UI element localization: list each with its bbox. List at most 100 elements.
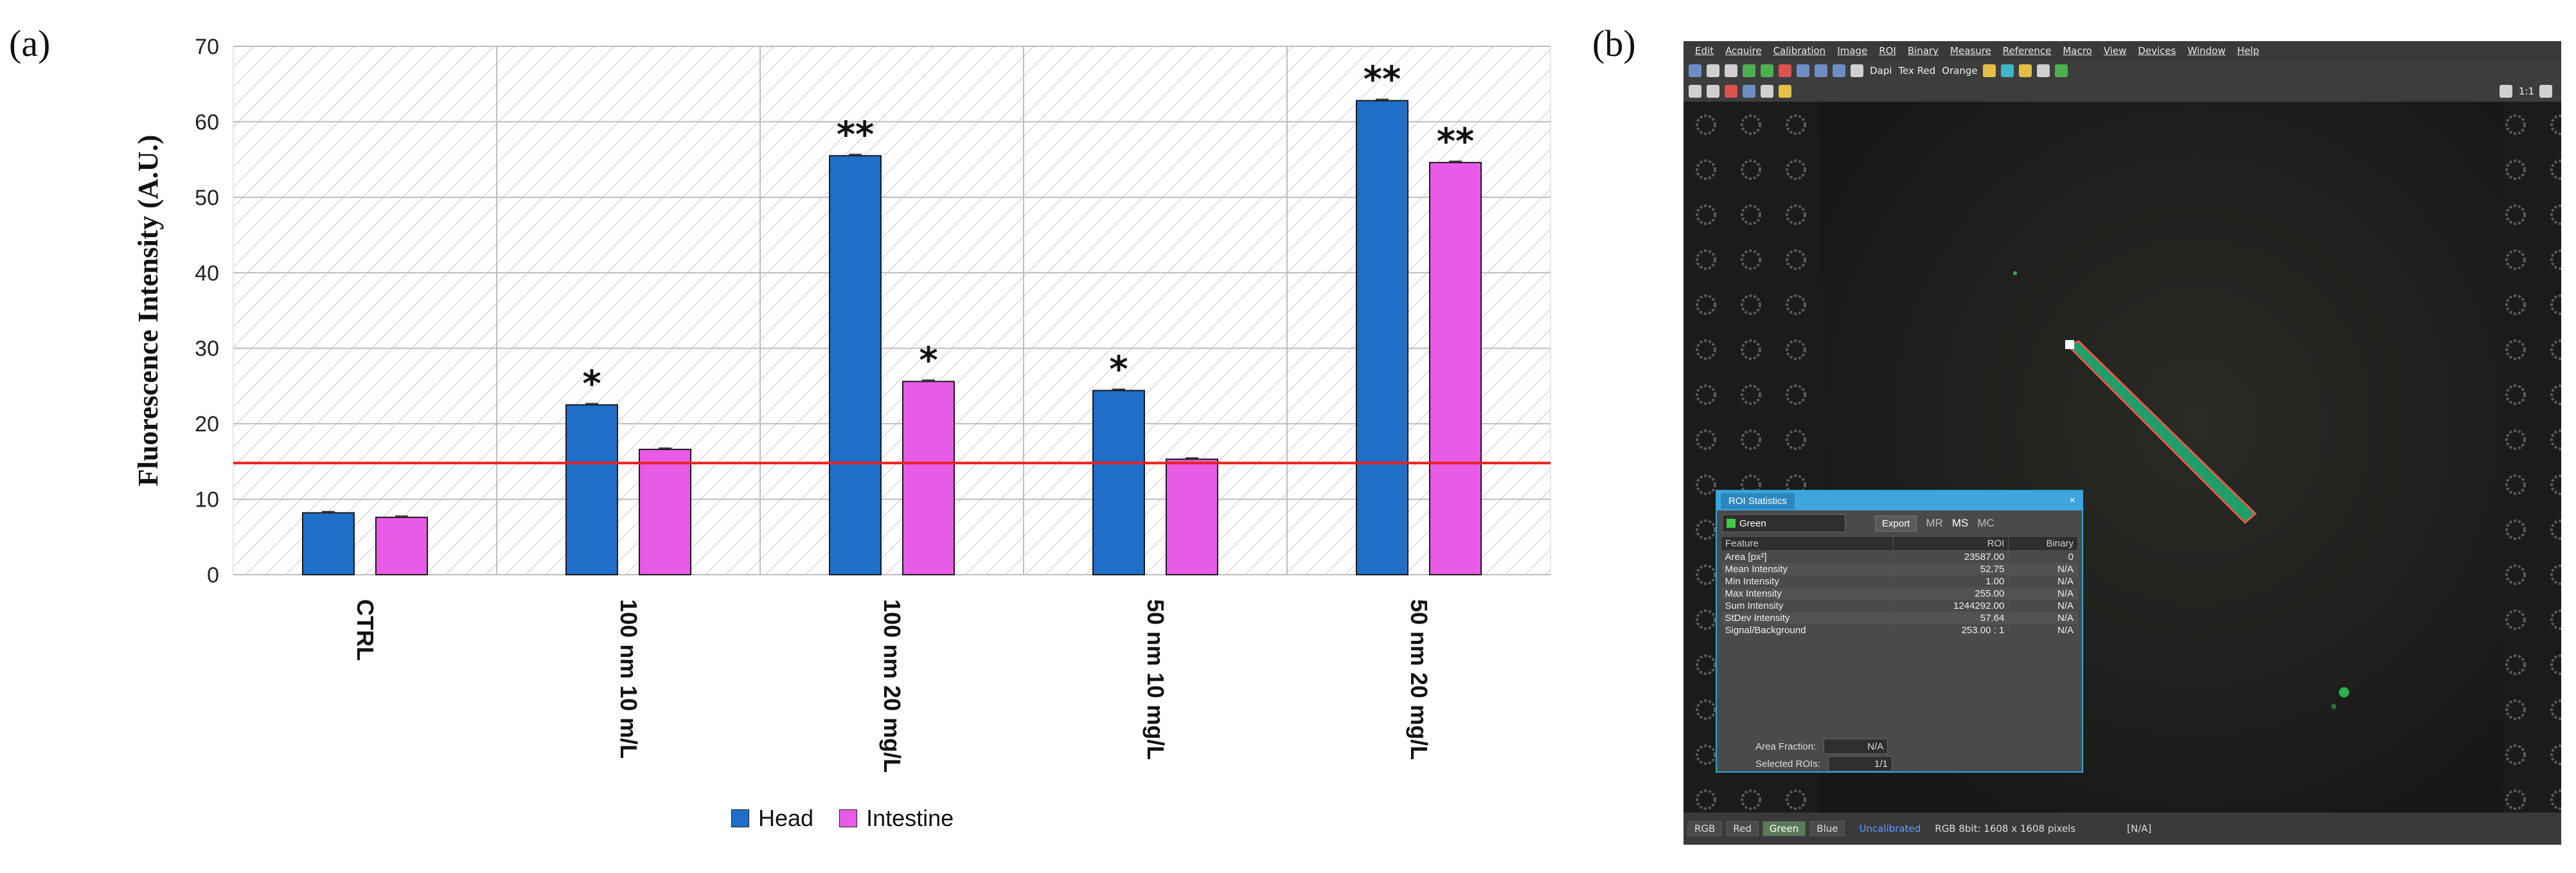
menu-item-edit[interactable]: Edit [1695, 45, 1714, 57]
cell-roi: 1244292.00 [1893, 600, 2009, 612]
fluorescent-spot-small [2331, 704, 2336, 709]
legend-label-intestine: Intestine [866, 805, 954, 831]
mr-button[interactable]: MR [1926, 517, 1943, 529]
live-icon[interactable] [1761, 64, 1773, 77]
menu-item-calibration[interactable]: Calibration [1773, 45, 1826, 57]
folder-icon[interactable] [1982, 64, 1996, 77]
measure-tool-icon[interactable] [1761, 85, 1773, 98]
legend-item-intestine: Intestine [839, 805, 954, 832]
toolbar-top: Dapi Tex Red Orange [1683, 60, 2561, 81]
mc-button[interactable]: MC [1977, 517, 1994, 529]
zoom-level[interactable]: 1:1 [2518, 86, 2534, 97]
paste-icon[interactable] [1725, 64, 1737, 77]
bar-head [1092, 390, 1145, 576]
roi-dialog-title[interactable]: ROI Statistics [1721, 492, 1795, 509]
menu-item-reference[interactable]: Reference [2002, 45, 2052, 57]
menu-item-measure[interactable]: Measure [1950, 45, 1991, 57]
bar-intestine [902, 381, 955, 576]
area-fraction-field: Area Fraction: N/A [1755, 739, 1888, 754]
filter-icon[interactable] [1815, 64, 1827, 77]
roi-dialog-titlebar[interactable]: ROI Statistics × [1717, 491, 2082, 510]
status-bar: RGB Red Green Blue Uncalibrated RGB 8bit… [1683, 813, 2561, 845]
table-row[interactable]: Min Intensity 1.00 N/A [1721, 575, 2078, 588]
table-header-row: Feature ROI Binary [1720, 536, 2078, 551]
table-row[interactable]: Sum Intensity 1244292.00 N/A [1721, 600, 2078, 612]
zoom-in-icon[interactable] [2539, 85, 2552, 98]
significance-marker: ** [1437, 121, 1475, 163]
menu-item-binary[interactable]: Binary [1907, 45, 1939, 57]
table-row[interactable]: StDev Intensity 57.64 N/A [1721, 612, 2078, 624]
menu-item-roi[interactable]: ROI [1879, 45, 1896, 57]
toolbar-label-dapi[interactable]: Dapi [1870, 65, 1892, 76]
cell-roi: 253.00 : 1 [1893, 624, 2009, 636]
cell-feature: StDev Intensity [1721, 612, 1894, 624]
table-row[interactable]: Max Intensity 255.00 N/A [1721, 588, 2078, 600]
status-tab-rgb[interactable]: RGB [1687, 821, 1723, 836]
bar-head [302, 512, 355, 575]
transform-tool-icon[interactable] [1743, 85, 1755, 98]
roi-controls: Green Export MR MS MC [1717, 510, 2082, 536]
menu-item-help[interactable]: Help [2237, 45, 2259, 57]
sum-icon[interactable] [1833, 64, 1845, 77]
menu-item-image[interactable]: Image [1837, 45, 1868, 57]
panel-label-b: (b) [1592, 22, 1636, 64]
toolbar-bottom: 1:1 [1683, 81, 2561, 102]
chart-tool-icon[interactable] [1707, 85, 1719, 98]
menu-item-devices[interactable]: Devices [2138, 45, 2176, 57]
roi-outline[interactable] [2066, 340, 2257, 525]
chart-legend: Head Intestine [731, 805, 979, 832]
table-row[interactable]: Signal/Background 253.00 : 1 N/A [1721, 624, 2078, 636]
lut-icon[interactable] [1851, 64, 1863, 77]
selected-rois-field: Selected ROIs: 1/1 [1755, 756, 1892, 771]
cell-roi: 57.64 [1893, 612, 2009, 624]
color-tool-icon[interactable] [1779, 85, 1791, 98]
menu-item-acquire[interactable]: Acquire [1725, 45, 1762, 57]
status-tab-red[interactable]: Red [1726, 821, 1759, 836]
toolbar-label-orange[interactable]: Orange [1942, 65, 1978, 76]
overlay-icon[interactable] [2000, 64, 2014, 77]
highlight-icon[interactable] [2018, 64, 2032, 77]
menu-item-window[interactable]: Window [2187, 45, 2226, 57]
legend-swatch-intestine [839, 809, 858, 827]
channel-select[interactable]: Green [1722, 514, 1845, 532]
status-tab-blue[interactable]: Blue [1809, 821, 1845, 836]
header-binary[interactable]: Binary [2008, 536, 2078, 551]
cell-binary: N/A [2008, 600, 2078, 612]
copy-icon[interactable] [1707, 64, 1719, 77]
status-tab-green[interactable]: Green [1762, 821, 1806, 836]
record-icon[interactable] [1779, 64, 1791, 77]
capture-icon[interactable] [1797, 64, 1809, 77]
y-tick-label: 0 [207, 563, 219, 588]
bar-intestine [1429, 161, 1482, 575]
cell-feature: Sum Intensity [1721, 600, 1894, 612]
menu-item-view[interactable]: View [2103, 45, 2127, 57]
roi-handle[interactable] [2065, 340, 2074, 349]
area-fraction-label: Area Fraction: [1755, 741, 1817, 752]
ms-button[interactable]: MS [1951, 517, 1969, 529]
menu-item-macro[interactable]: Macro [2063, 45, 2092, 57]
pencil-icon[interactable] [2054, 64, 2068, 77]
cell-feature: Signal/Background [1721, 624, 1894, 636]
play-icon[interactable] [1743, 64, 1755, 77]
cell-binary: 0 [2008, 550, 2078, 563]
x-tick-label: 100 nm 20 mg/L [879, 599, 905, 773]
legend-label-head: Head [758, 805, 814, 831]
export-button[interactable]: Export [1875, 515, 1917, 532]
toolbar-label-texred[interactable]: Tex Red [1898, 65, 1936, 76]
x-tick-label: 100 nm 10 m/L [616, 599, 642, 759]
y-tick-label: 50 [195, 186, 219, 210]
header-roi[interactable]: ROI [1893, 536, 2009, 551]
roi-tool-icon[interactable] [1689, 85, 1701, 98]
save-icon[interactable] [1689, 64, 1701, 77]
fluorescent-dot [2013, 271, 2017, 275]
close-icon[interactable]: × [2069, 495, 2075, 506]
cell-binary: N/A [2008, 563, 2078, 575]
table-row[interactable]: Mean Intensity 52.75 N/A [1721, 563, 2078, 575]
cross-tool-icon[interactable] [1725, 85, 1737, 98]
plot-area [233, 46, 1551, 575]
settings-icon[interactable] [2036, 64, 2050, 77]
fit-icon[interactable] [2499, 85, 2512, 98]
bar-intestine [639, 449, 691, 575]
table-row[interactable]: Area [px²] 23587.00 0 [1721, 550, 2078, 563]
header-feature[interactable]: Feature [1720, 536, 1894, 551]
